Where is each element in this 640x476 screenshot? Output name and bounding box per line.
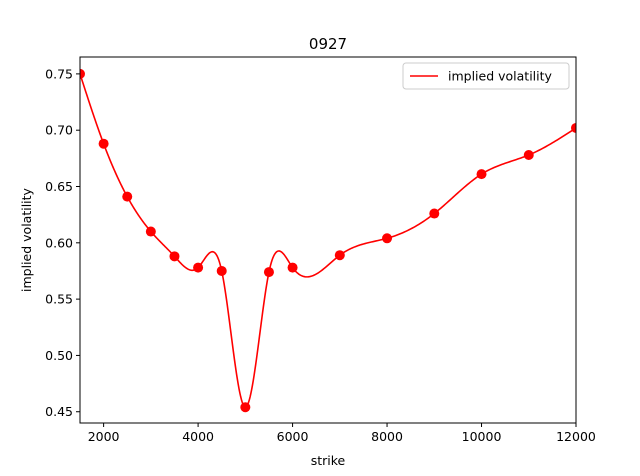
plot-area — [80, 68, 576, 413]
data-point-marker — [122, 191, 133, 202]
series-line-implied-volatility — [80, 73, 576, 409]
y-tick-label: 0.50 — [45, 348, 73, 363]
x-tick-label: 4000 — [182, 429, 214, 444]
data-point-marker — [145, 226, 156, 237]
data-point-marker — [429, 208, 440, 219]
data-point-marker — [169, 251, 180, 262]
data-point-marker — [240, 402, 251, 413]
data-point-marker — [80, 68, 85, 79]
data-point-marker — [263, 267, 274, 278]
data-point-marker — [216, 265, 227, 276]
x-tick-label: 10000 — [462, 429, 502, 444]
chart-title: 0927 — [309, 35, 347, 53]
data-point-marker — [193, 262, 204, 273]
x-tick-label: 8000 — [371, 429, 403, 444]
y-tick-label: 0.65 — [45, 179, 73, 194]
x-axis-label: strike — [311, 453, 346, 468]
legend-label-implied-volatility: implied volatility — [448, 69, 553, 84]
data-point-marker — [98, 138, 109, 149]
x-tick-label: 6000 — [277, 429, 309, 444]
legend-box — [402, 62, 570, 90]
data-point-marker — [571, 122, 576, 133]
data-point-marker — [476, 169, 487, 180]
data-point-marker — [287, 262, 298, 273]
data-point-marker — [382, 233, 393, 244]
x-tick-label: 2000 — [88, 429, 120, 444]
plot-frame — [79, 56, 577, 424]
y-tick-label: 0.60 — [45, 235, 73, 250]
y-tick-label: 0.70 — [45, 123, 73, 138]
legend: implied volatility — [402, 62, 570, 90]
x-tick-label: 12000 — [556, 429, 596, 444]
data-point-marker — [523, 149, 534, 160]
y-tick-label: 0.55 — [45, 292, 73, 307]
y-tick-label: 0.45 — [45, 404, 73, 419]
y-tick-label: 0.75 — [45, 66, 73, 81]
y-axis-label: implied volatility — [19, 187, 34, 292]
data-point-marker — [334, 250, 345, 261]
